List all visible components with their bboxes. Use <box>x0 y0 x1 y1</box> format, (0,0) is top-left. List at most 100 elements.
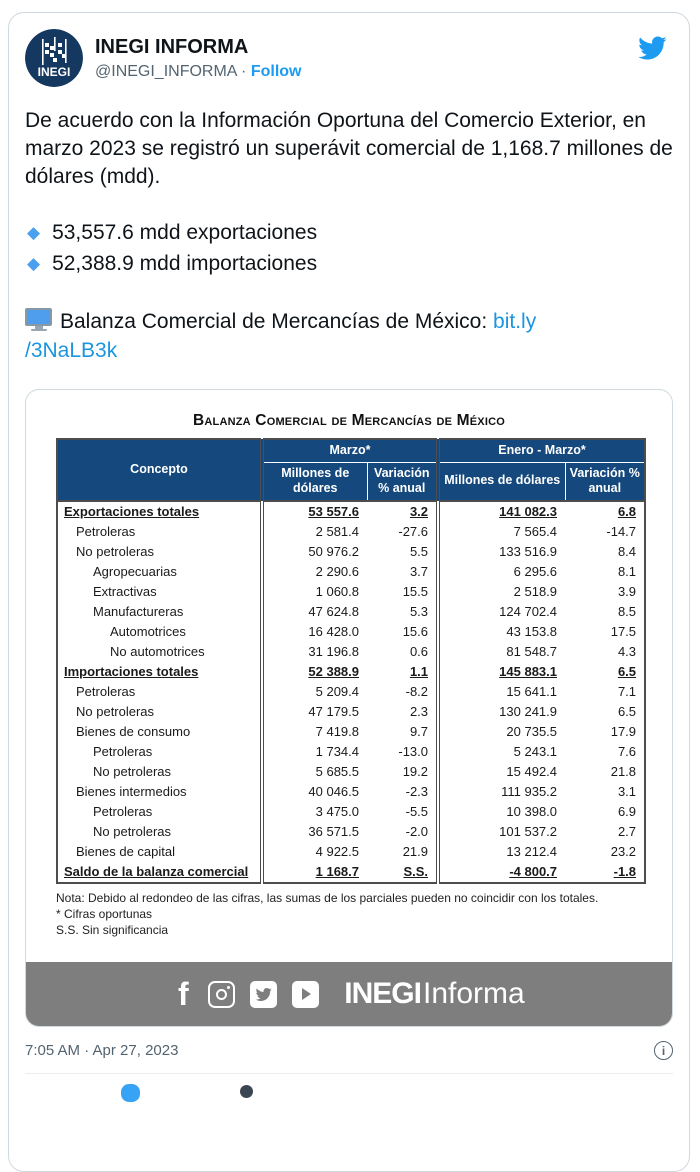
row-value: 81 548.7 <box>436 641 566 662</box>
row-value: 36 571.5 <box>260 821 367 842</box>
media-image-content: Balanza Comercial de Mercancías de Méxic… <box>26 390 672 938</box>
row-value: 53 557.6 <box>260 500 367 522</box>
instagram-icon <box>208 980 236 1008</box>
row-label: Agropecuarias <box>93 563 177 579</box>
table-row: Extractivas 1 060.8 15.5 2 518.9 3.9 <box>57 581 645 602</box>
row-label: Petroleras <box>76 683 136 699</box>
row-value: 101 537.2 <box>436 821 566 842</box>
bullet-list: ◆ 53,557.6 mdd exportaciones ◆ 52,388.9 … <box>25 217 673 279</box>
table-row: Petroleras 1 734.4 -13.0 5 243.1 7.6 <box>57 741 645 762</box>
blue-diamond-icon: ◆ <box>27 223 41 242</box>
divider <box>25 1073 673 1075</box>
row-value: 133 516.9 <box>436 541 566 562</box>
row-value: 52 388.9 <box>260 661 367 682</box>
row-value: 8.5 <box>617 603 637 619</box>
row-value: 7 419.8 <box>260 721 367 742</box>
row-value: 130 241.9 <box>436 701 566 722</box>
author-handle[interactable]: @INEGI_INFORMA <box>95 63 237 80</box>
row-value: 6 295.6 <box>436 561 566 582</box>
row-value: 47 179.5 <box>260 701 367 722</box>
table-row: Automotrices 16 428.0 15.6 43 153.8 17.5 <box>57 621 645 642</box>
header-millones-enemar: Millones de dólares <box>436 461 566 501</box>
trade-balance-table: Concepto Marzo* Enero - Marzo* Millones … <box>56 438 647 884</box>
row-value: -5.5 <box>405 803 429 819</box>
row-value: 15 492.4 <box>436 761 566 782</box>
row-value: S.S. <box>403 863 429 879</box>
bitly-link-wrap[interactable]: /3NaLB3k <box>25 339 118 362</box>
twitter-square-icon <box>250 980 278 1008</box>
author-name[interactable]: INEGI INFORMA <box>95 36 249 58</box>
brand-bold-text: INEGI <box>344 977 422 1011</box>
header-group-enero-marzo: Enero - Marzo* <box>436 439 646 463</box>
info-icon[interactable]: i <box>654 1041 673 1061</box>
reply-icon[interactable] <box>121 1084 140 1103</box>
row-value: -8.2 <box>405 683 429 699</box>
row-label: Saldo de la balanza comercial <box>64 863 249 879</box>
row-value: -14.7 <box>606 523 637 539</box>
table-row: No petroleras 47 179.5 2.3 130 241.9 6.5 <box>57 701 645 722</box>
header-group-marzo: Marzo* <box>259 439 439 463</box>
row-value: 5 209.4 <box>260 681 367 702</box>
row-value: 19.2 <box>402 763 429 779</box>
twitter-bird-icon[interactable] <box>637 33 667 63</box>
bullet-item: ◆ 52,388.9 mdd importaciones <box>25 248 673 279</box>
table-row: Bienes intermedios 40 046.5 -2.3 111 935.2 3… <box>57 781 645 802</box>
author-block: INEGI INFORMA @INEGI_INFORMA · Follow <box>95 29 301 83</box>
row-label: Petroleras <box>93 743 153 759</box>
row-value: 2.7 <box>617 823 637 839</box>
table-row: Bienes de consumo 7 419.8 9.7 20 735.5 17.9 <box>57 721 645 742</box>
row-value: 2 518.9 <box>436 581 566 602</box>
row-value: 4.3 <box>617 643 637 659</box>
row-value: 20 735.5 <box>436 721 566 742</box>
table-body: Exportaciones totales 53 557.6 3.2 141 082.… <box>57 500 645 883</box>
table-row: Saldo de la balanza comercial 1 168.7 S.S.… <box>57 861 645 883</box>
row-label: Petroleras <box>93 803 153 819</box>
row-value: 3.9 <box>617 583 637 599</box>
row-value: 5.3 <box>409 603 429 619</box>
row-label: Manufactureras <box>93 603 184 619</box>
blue-diamond-icon: ◆ <box>27 254 41 273</box>
row-value: -2.0 <box>405 823 429 839</box>
row-value: 13 212.4 <box>436 841 566 862</box>
row-value: 7.6 <box>617 743 637 759</box>
svg-text:INEGI: INEGI <box>38 65 71 79</box>
table-row: No petroleras 50 976.2 5.5 133 516.9 8.4 <box>57 541 645 562</box>
note-line: Nota: Debido al redondeo de las cifras, … <box>56 890 599 905</box>
facebook-icon: f <box>177 975 189 1012</box>
row-label: Importaciones totales <box>64 663 199 679</box>
table-row: No petroleras 36 571.5 -2.0 101 537.2 2.7 <box>57 821 645 842</box>
table-row: Petroleras 3 475.0 -5.5 10 398.0 6.9 <box>57 801 645 822</box>
row-value: 7.1 <box>617 683 637 699</box>
row-label: No automotrices <box>110 643 205 659</box>
author-handle-row: @INEGI_INFORMA · Follow <box>95 61 301 83</box>
table-row: Importaciones totales 52 388.9 1.1 145 883.… <box>57 661 645 682</box>
media-attachment[interactable]: Balanza Comercial de Mercancías de Méxic… <box>25 389 673 1028</box>
row-label: Petroleras <box>76 523 136 539</box>
table-row: No petroleras 5 685.5 19.2 15 492.4 21.8 <box>57 761 645 782</box>
row-value: 124 702.4 <box>436 601 566 622</box>
inegi-logo-icon: INEGI <box>25 29 83 87</box>
timestamp-link[interactable]: 7:05 AM · Apr 27, 2023 <box>25 1042 179 1060</box>
row-value: 6.5 <box>617 703 637 719</box>
follow-button[interactable]: Follow <box>250 63 302 80</box>
bullet-text: 52,388.9 mdd importaciones <box>52 252 318 275</box>
table-row: Agropecuarias 2 290.6 3.7 6 295.6 8.1 <box>57 561 645 582</box>
bitly-link[interactable]: bit.ly <box>493 310 537 333</box>
row-value: 8.4 <box>617 543 637 559</box>
row-value: 4 922.5 <box>260 841 367 862</box>
table-title: Balanza Comercial de Mercancías de Méxic… <box>192 412 505 429</box>
note-line: S.S. Sin significancia <box>56 923 169 938</box>
row-value: 43 153.8 <box>436 621 566 642</box>
avatar[interactable]: INEGI <box>25 29 83 87</box>
row-value: 7 565.4 <box>436 521 566 542</box>
row-value: 1 060.8 <box>260 581 367 602</box>
row-value: 3.1 <box>617 783 637 799</box>
link-line: Balanza Comercial de Mercancías de Méxic… <box>25 307 673 365</box>
row-value: 47 624.8 <box>260 601 367 622</box>
row-value: -1.8 <box>613 863 637 879</box>
like-icon[interactable] <box>240 1085 253 1099</box>
bullet-item: ◆ 53,557.6 mdd exportaciones <box>25 217 673 248</box>
row-value: 40 046.5 <box>260 781 367 802</box>
row-label: No petroleras <box>93 763 172 779</box>
row-value: 5 685.5 <box>260 761 367 782</box>
